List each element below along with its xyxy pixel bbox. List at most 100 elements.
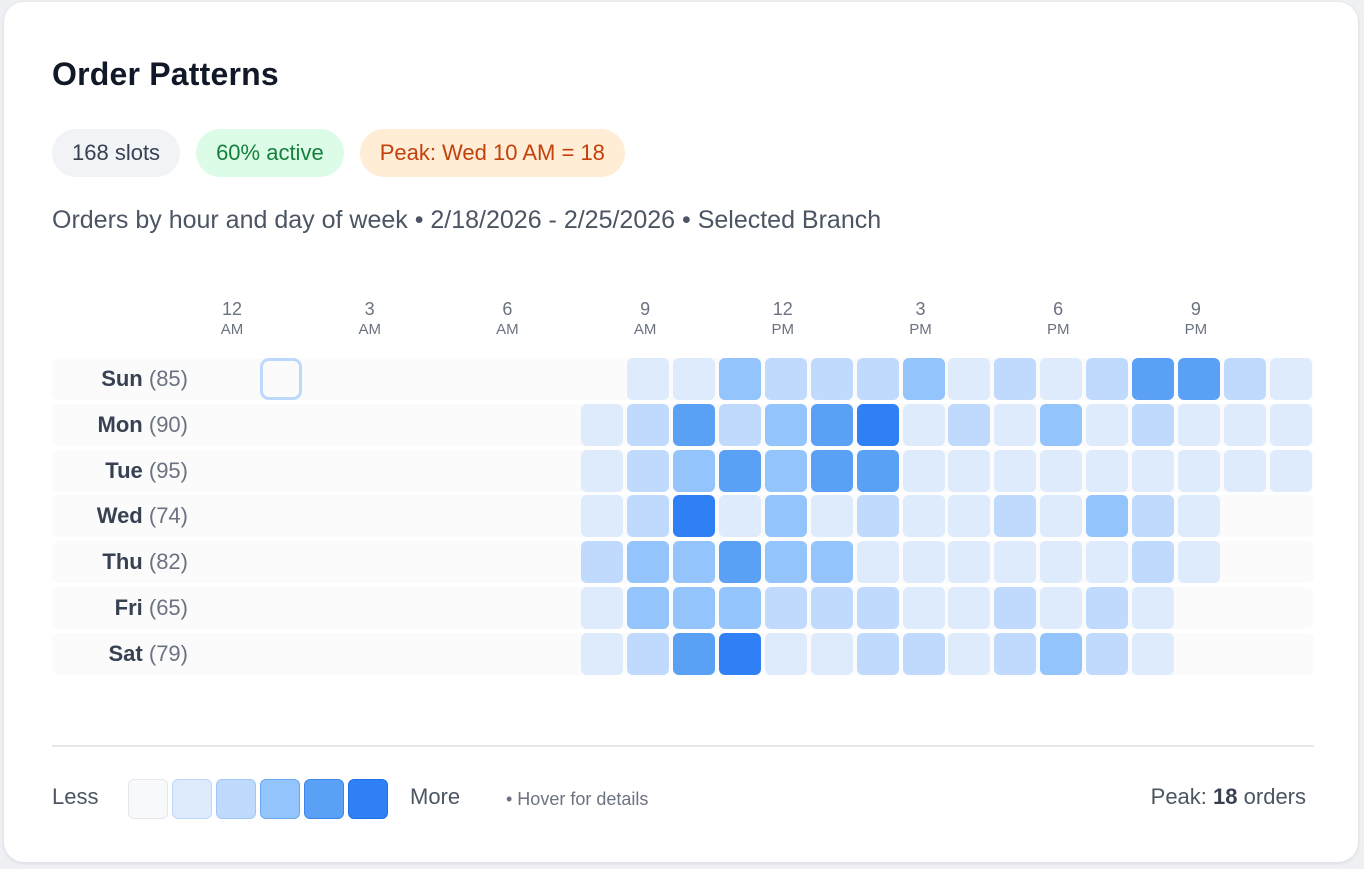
heatmap-cell[interactable]: [444, 541, 486, 583]
heatmap-cell[interactable]: [810, 495, 853, 538]
heatmap-cell[interactable]: [1223, 358, 1266, 400]
heatmap-cell[interactable]: [306, 404, 348, 446]
heatmap-cell[interactable]: [856, 403, 899, 446]
heatmap-cell[interactable]: [810, 358, 853, 400]
heatmap-cell[interactable]: [810, 632, 853, 675]
heatmap-cell[interactable]: [856, 358, 899, 400]
heatmap-cell[interactable]: [535, 587, 577, 629]
heatmap-cell[interactable]: [764, 587, 807, 629]
heatmap-cell[interactable]: [994, 358, 1037, 400]
heatmap-cell[interactable]: [902, 587, 945, 629]
heatmap-cell[interactable]: [856, 541, 899, 584]
heatmap-cell[interactable]: [1132, 403, 1174, 446]
heatmap-cell[interactable]: [856, 587, 899, 629]
heatmap-cell[interactable]: [1040, 632, 1083, 675]
heatmap-cell[interactable]: [1086, 632, 1129, 675]
heatmap-cell[interactable]: [398, 358, 440, 400]
heatmap-cell[interactable]: [444, 358, 486, 400]
heatmap-cell[interactable]: [306, 587, 348, 629]
heatmap-cell[interactable]: [948, 403, 991, 446]
heatmap-cell[interactable]: [902, 541, 945, 584]
heatmap-cell[interactable]: [1269, 358, 1312, 400]
heatmap-cell[interactable]: [1270, 587, 1312, 629]
heatmap-cell[interactable]: [306, 358, 348, 400]
heatmap-cell[interactable]: [764, 632, 807, 675]
heatmap-cell[interactable]: [214, 404, 256, 446]
heatmap-cell[interactable]: [627, 358, 670, 400]
heatmap-cell[interactable]: [489, 495, 531, 537]
heatmap-cell[interactable]: [581, 449, 624, 492]
heatmap-cell[interactable]: [948, 449, 991, 492]
heatmap-cell[interactable]: [1040, 495, 1083, 538]
heatmap-cell[interactable]: [1177, 541, 1220, 584]
heatmap-cell[interactable]: [718, 449, 761, 492]
heatmap-cell[interactable]: [398, 587, 440, 629]
heatmap-cell[interactable]: [1224, 587, 1266, 629]
heatmap-cell[interactable]: [489, 404, 531, 446]
heatmap-cell[interactable]: [489, 450, 531, 492]
heatmap-cell[interactable]: [627, 587, 670, 629]
heatmap-cell[interactable]: [948, 495, 991, 538]
heatmap-cell[interactable]: [581, 632, 624, 675]
heatmap-cell-selected[interactable]: [259, 358, 302, 400]
heatmap-cell[interactable]: [627, 495, 670, 538]
heatmap-cell[interactable]: [1040, 449, 1083, 492]
heatmap-cell[interactable]: [1270, 633, 1312, 675]
heatmap-cell[interactable]: [718, 403, 761, 446]
heatmap-cell[interactable]: [994, 403, 1037, 446]
heatmap-cell[interactable]: [535, 633, 577, 675]
heatmap-cell[interactable]: [810, 541, 853, 584]
heatmap-cell[interactable]: [1224, 495, 1266, 537]
heatmap-cell[interactable]: [581, 495, 624, 538]
heatmap-cell[interactable]: [627, 632, 670, 675]
heatmap-cell[interactable]: [1086, 403, 1129, 446]
heatmap-cell[interactable]: [1040, 541, 1083, 584]
heatmap-cell[interactable]: [1132, 449, 1174, 492]
heatmap-cell[interactable]: [1178, 587, 1220, 629]
heatmap-cell[interactable]: [489, 358, 531, 400]
heatmap-cell[interactable]: [764, 403, 807, 446]
heatmap-cell[interactable]: [1177, 358, 1220, 400]
heatmap-cell[interactable]: [444, 495, 486, 537]
heatmap-cell[interactable]: [306, 633, 348, 675]
heatmap-cell[interactable]: [627, 403, 670, 446]
heatmap-cell[interactable]: [214, 541, 256, 583]
heatmap-cell[interactable]: [1269, 449, 1312, 492]
heatmap-cell[interactable]: [352, 358, 394, 400]
heatmap-cell[interactable]: [306, 450, 348, 492]
heatmap-cell[interactable]: [1132, 541, 1174, 584]
heatmap-cell[interactable]: [398, 495, 440, 537]
heatmap-cell[interactable]: [1132, 358, 1174, 400]
heatmap-cell[interactable]: [214, 587, 256, 629]
heatmap-cell[interactable]: [902, 495, 945, 538]
heatmap-cell[interactable]: [1178, 633, 1220, 675]
heatmap-cell[interactable]: [948, 358, 991, 400]
heatmap-cell[interactable]: [673, 449, 715, 492]
heatmap-cell[interactable]: [948, 632, 991, 675]
heatmap-cell[interactable]: [718, 541, 761, 584]
heatmap-cell[interactable]: [535, 404, 577, 446]
heatmap-cell[interactable]: [718, 358, 761, 400]
heatmap-cell[interactable]: [673, 632, 715, 675]
heatmap-cell[interactable]: [1086, 587, 1129, 629]
heatmap-cell[interactable]: [994, 495, 1037, 538]
heatmap-cell[interactable]: [535, 541, 577, 583]
heatmap-cell[interactable]: [627, 449, 670, 492]
heatmap-cell[interactable]: [444, 404, 486, 446]
heatmap-cell[interactable]: [1132, 587, 1174, 629]
heatmap-cell[interactable]: [673, 495, 715, 538]
heatmap-cell[interactable]: [398, 404, 440, 446]
heatmap-cell[interactable]: [489, 633, 531, 675]
heatmap-cell[interactable]: [1177, 495, 1220, 538]
heatmap-cell[interactable]: [902, 632, 945, 675]
heatmap-cell[interactable]: [444, 587, 486, 629]
heatmap-cell[interactable]: [1040, 403, 1083, 446]
heatmap-cell[interactable]: [810, 449, 853, 492]
heatmap-cell[interactable]: [260, 633, 302, 675]
heatmap-cell[interactable]: [718, 495, 761, 538]
heatmap-cell[interactable]: [581, 403, 624, 446]
heatmap-cell[interactable]: [856, 495, 899, 538]
heatmap-cell[interactable]: [489, 587, 531, 629]
heatmap-cell[interactable]: [352, 450, 394, 492]
heatmap-cell[interactable]: [581, 541, 624, 584]
